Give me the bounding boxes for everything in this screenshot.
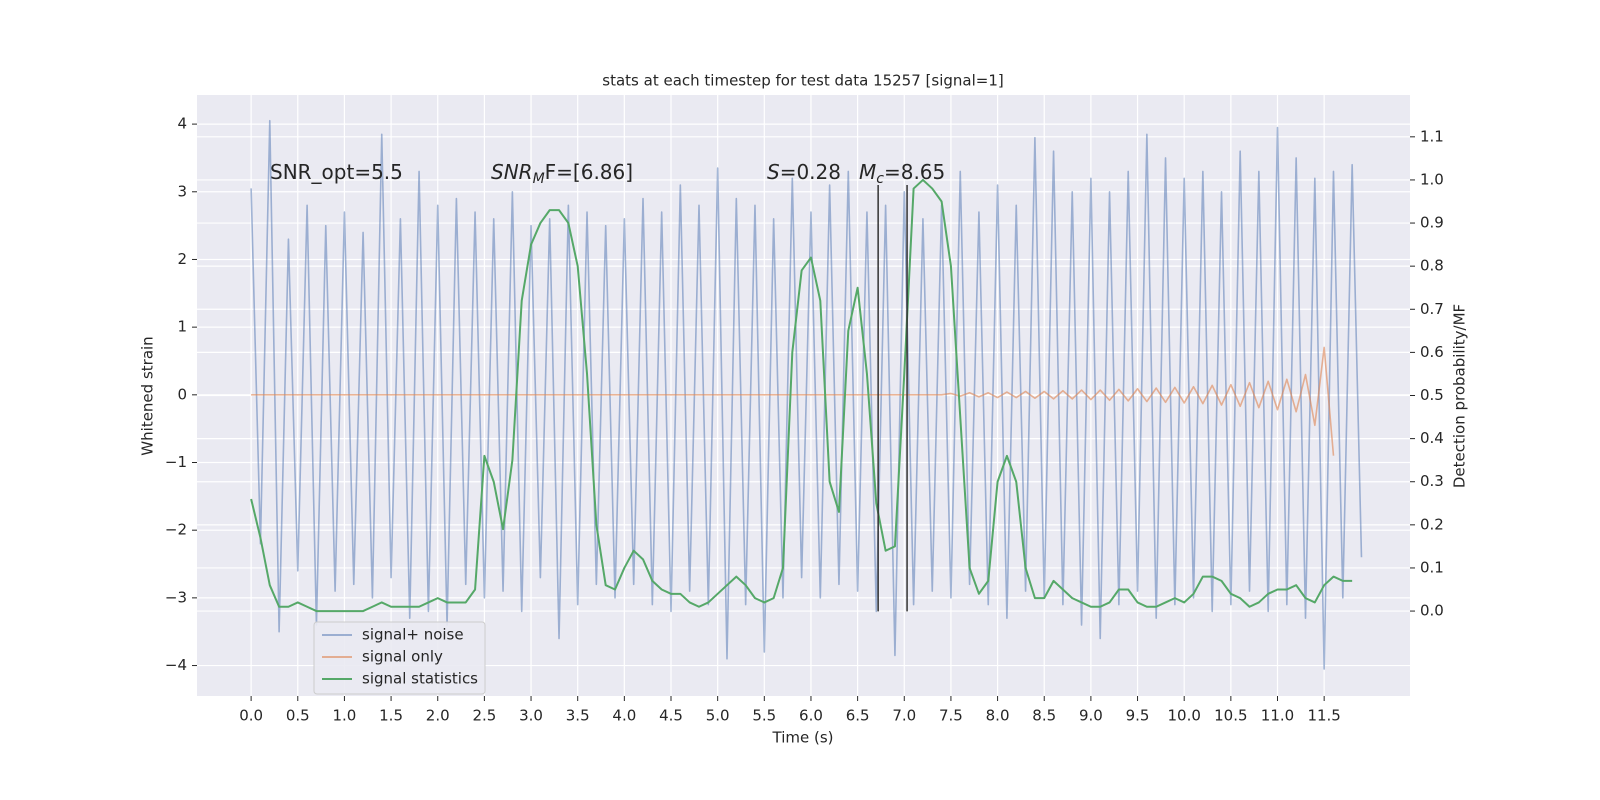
x-tick-label: 5.0 — [706, 707, 730, 725]
annotation-text: SNR — [491, 160, 533, 184]
y2-tick-label: 0.5 — [1420, 386, 1444, 404]
series-line — [250, 178, 1353, 613]
x-tick-label: 2.0 — [426, 707, 450, 725]
y-tick-label: 1 — [177, 318, 187, 336]
y2-axis-label: Detection probability/MF — [1451, 304, 1469, 488]
y2-tick-label: 0.3 — [1420, 472, 1444, 490]
x-tick-label: 9.0 — [1079, 707, 1103, 725]
y2-tick-label: 0.2 — [1420, 515, 1444, 533]
y2-tick-label: 0.4 — [1420, 429, 1444, 447]
legend-box — [313, 621, 486, 695]
x-tick-label: 0.0 — [239, 707, 263, 725]
annotation-text: M — [859, 160, 876, 184]
x-tick-label: 2.5 — [472, 707, 496, 725]
x-tick-label: 3.5 — [566, 707, 590, 725]
x-tick-label: 10.5 — [1214, 707, 1247, 725]
y2-tick-label: 0.8 — [1420, 257, 1444, 275]
annotation-text: =8.65 — [884, 160, 945, 184]
annotation-text: SNR_opt=5.5 — [270, 160, 403, 184]
y-tick-label: −4 — [165, 656, 187, 674]
x-tick-label: 7.0 — [892, 707, 916, 725]
x-tick-label: 9.5 — [1126, 707, 1150, 725]
y-tick-label: −2 — [165, 521, 187, 539]
y-axis-label: Whitened strain — [139, 336, 157, 455]
legend-label: signal+ noise — [362, 626, 464, 644]
annotation: S=0.28 — [767, 160, 841, 184]
x-tick-label: 1.5 — [379, 707, 403, 725]
x-tick-label: 6.0 — [799, 707, 823, 725]
x-tick-label: 4.5 — [659, 707, 683, 725]
x-tick-label: 1.0 — [332, 707, 356, 725]
y-tick-label: 4 — [177, 115, 187, 133]
annotation-text: S — [767, 160, 780, 184]
x-tick-label: 5.5 — [752, 707, 776, 725]
annotation-subscript: M — [533, 171, 545, 187]
y-tick-label: −3 — [165, 588, 187, 606]
x-tick-label: 11.5 — [1307, 707, 1340, 725]
x-tick-label: 8.5 — [1032, 707, 1056, 725]
x-tick-label: 3.0 — [519, 707, 543, 725]
y-tick-label: 2 — [177, 250, 187, 268]
annotation: SNR_opt=5.5 — [270, 160, 403, 184]
legend-label: signal statistics — [362, 670, 478, 688]
x-tick-label: 10.0 — [1167, 707, 1200, 725]
x-tick-label: 11.0 — [1261, 707, 1294, 725]
y2-tick-label: 1.0 — [1420, 170, 1444, 188]
y2-tick-label: 0.9 — [1420, 214, 1444, 232]
annotation-text: F=[6.86] — [545, 160, 633, 184]
annotation: Mc=8.65 — [859, 160, 945, 188]
annotation-text: =0.28 — [780, 160, 841, 184]
y2-tick-label: 0.7 — [1420, 300, 1444, 318]
y2-tick-label: 0.1 — [1420, 558, 1444, 576]
x-tick-label: 4.0 — [612, 707, 636, 725]
chart-title: stats at each timestep for test data 152… — [602, 72, 1003, 90]
y-tick-label: 0 — [177, 385, 187, 403]
y2-tick-label: 0.6 — [1420, 343, 1444, 361]
y2-tick-label: 0.0 — [1420, 602, 1444, 620]
x-tick-label: 7.5 — [939, 707, 963, 725]
annotation-subscript: c — [876, 171, 884, 187]
x-tick-label: 6.5 — [846, 707, 870, 725]
series-line — [251, 346, 1335, 456]
annotation: SNRMF=[6.86] — [491, 160, 633, 188]
y2-tick-label: 1.1 — [1420, 127, 1444, 145]
legend-label: signal only — [362, 648, 443, 666]
y-tick-label: −1 — [165, 453, 187, 471]
x-tick-label: 8.0 — [986, 707, 1010, 725]
y-tick-label: 3 — [177, 182, 187, 200]
x-axis-label: Time (s) — [772, 729, 834, 747]
x-tick-label: 0.5 — [286, 707, 310, 725]
